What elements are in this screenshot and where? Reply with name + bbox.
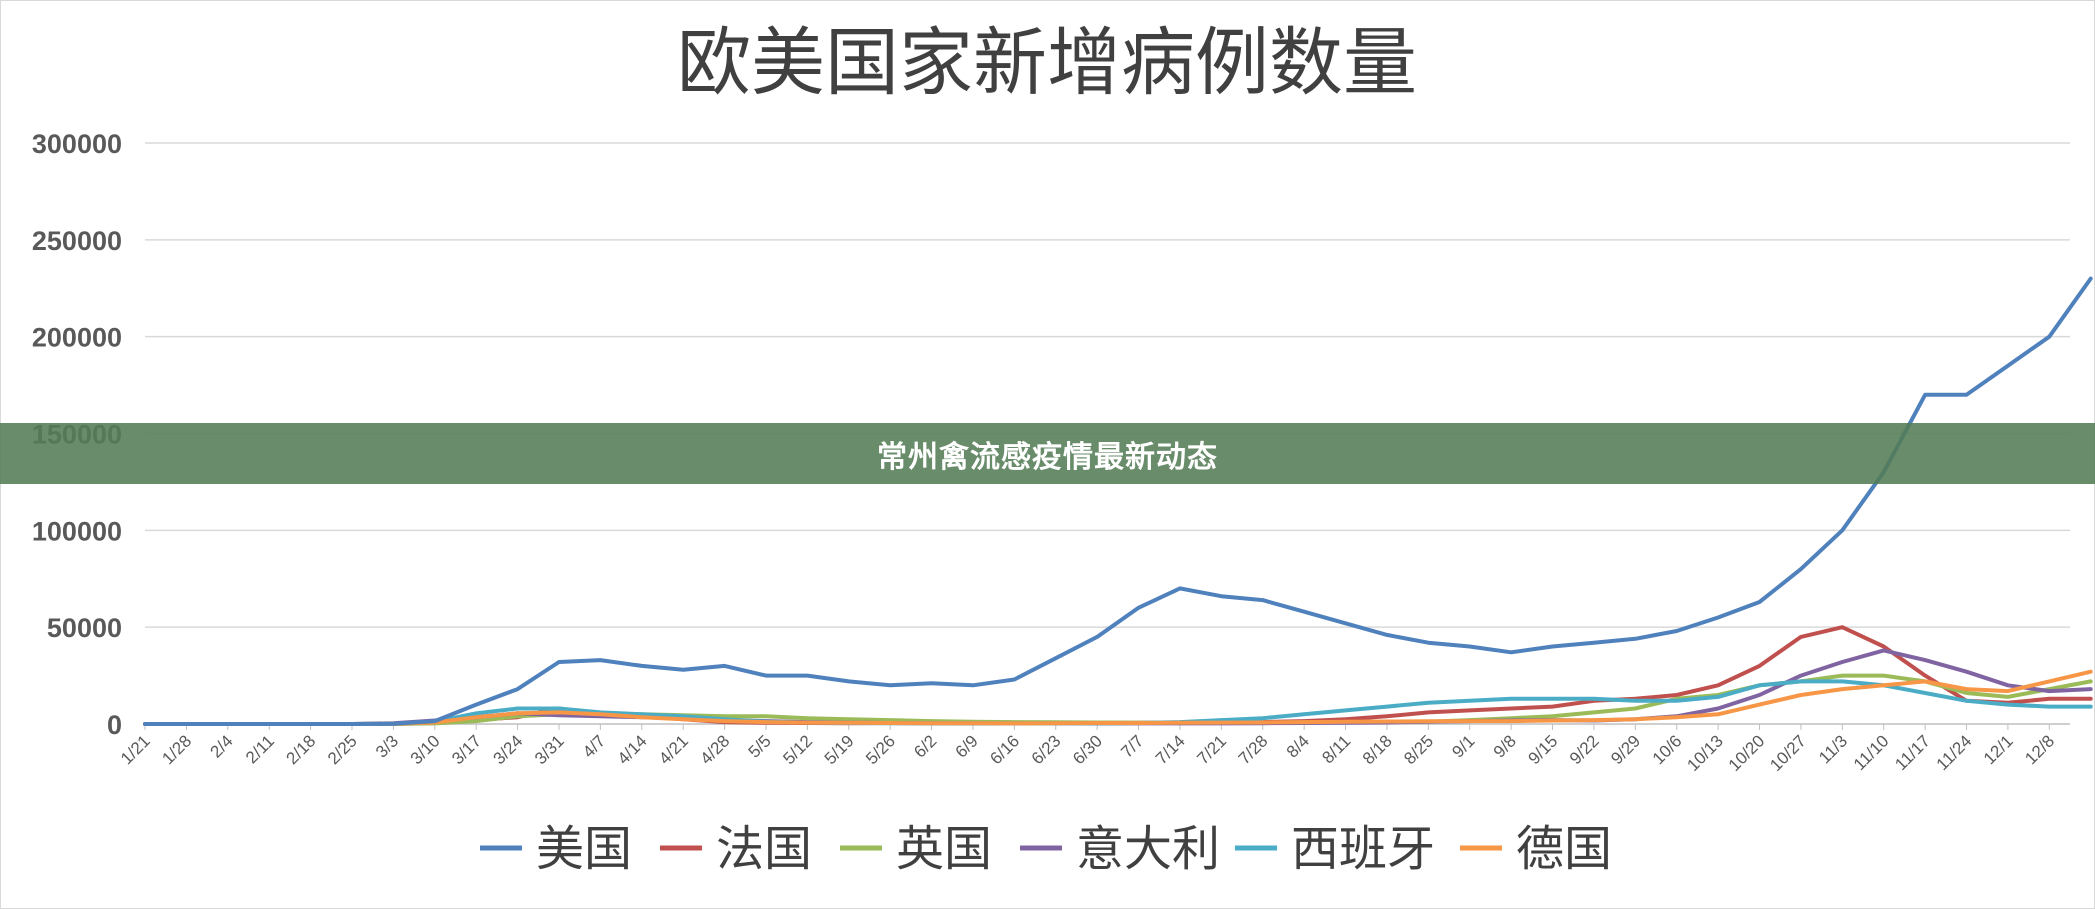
chart-title: 欧美国家新增病例数量 — [677, 20, 1417, 106]
legend-item: 美国 — [480, 821, 632, 877]
y-tick-label: 200000 — [32, 323, 122, 353]
y-tick-label: 50000 — [47, 613, 122, 643]
legend-item: 法国 — [660, 821, 812, 877]
legend-label: 英国 — [896, 821, 992, 877]
legend-label: 法国 — [716, 821, 812, 877]
overlay-banner: 常州禽流感疫情最新动态 — [0, 423, 2095, 484]
legend-item: 英国 — [840, 821, 992, 877]
series-line — [143, 669, 2093, 726]
y-tick-label: 300000 — [32, 129, 122, 159]
legend-label: 西班牙 — [1291, 821, 1435, 877]
legend-label: 意大利 — [1076, 821, 1220, 877]
series-line — [143, 276, 2093, 726]
series-lines — [143, 276, 2093, 726]
legend-item: 西班牙 — [1235, 821, 1435, 877]
y-tick-label: 250000 — [32, 226, 122, 256]
banner-text: 常州禽流感疫情最新动态 — [877, 439, 1218, 475]
legend-label: 美国 — [536, 821, 632, 877]
legend-label: 德国 — [1516, 821, 1612, 877]
legend-item: 意大利 — [1020, 821, 1220, 877]
legend: 美国 法国 英国 意大利 西班牙 德国 — [480, 821, 1612, 877]
y-tick-label: 0 — [107, 710, 122, 740]
legend-item: 德国 — [1460, 821, 1612, 877]
y-tick-label: 100000 — [32, 516, 122, 546]
